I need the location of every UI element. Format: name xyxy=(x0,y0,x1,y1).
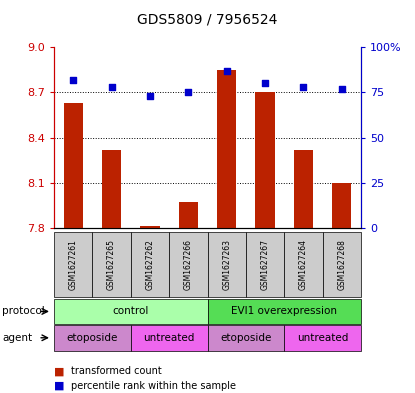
Bar xyxy=(217,70,236,228)
Bar xyxy=(332,183,352,228)
Point xyxy=(185,89,192,95)
Bar xyxy=(256,92,275,228)
Text: GSM1627267: GSM1627267 xyxy=(261,239,270,290)
Text: ■: ■ xyxy=(54,381,64,391)
Point xyxy=(223,68,230,74)
Text: untreated: untreated xyxy=(297,333,348,343)
Text: GSM1627266: GSM1627266 xyxy=(184,239,193,290)
Bar xyxy=(140,226,159,228)
Point xyxy=(300,84,307,90)
Point xyxy=(108,84,115,90)
Text: ■: ■ xyxy=(54,366,64,376)
Text: EVI1 overexpression: EVI1 overexpression xyxy=(231,307,337,316)
Text: GSM1627265: GSM1627265 xyxy=(107,239,116,290)
Point xyxy=(146,93,153,99)
Text: untreated: untreated xyxy=(144,333,195,343)
Bar xyxy=(63,103,83,228)
Text: etoposide: etoposide xyxy=(220,333,271,343)
Text: etoposide: etoposide xyxy=(67,333,118,343)
Text: protocol: protocol xyxy=(2,307,45,316)
Text: agent: agent xyxy=(2,333,32,343)
Text: GSM1627264: GSM1627264 xyxy=(299,239,308,290)
Point xyxy=(70,77,76,83)
Point xyxy=(262,80,269,86)
Text: GSM1627262: GSM1627262 xyxy=(145,239,154,290)
Text: GDS5809 / 7956524: GDS5809 / 7956524 xyxy=(137,13,278,27)
Bar xyxy=(102,150,121,228)
Text: control: control xyxy=(112,307,149,316)
Text: GSM1627268: GSM1627268 xyxy=(337,239,347,290)
Text: transformed count: transformed count xyxy=(71,366,162,376)
Bar xyxy=(179,202,198,228)
Text: percentile rank within the sample: percentile rank within the sample xyxy=(71,381,237,391)
Text: GSM1627261: GSM1627261 xyxy=(68,239,78,290)
Bar xyxy=(294,150,313,228)
Text: GSM1627263: GSM1627263 xyxy=(222,239,231,290)
Point xyxy=(339,86,345,92)
